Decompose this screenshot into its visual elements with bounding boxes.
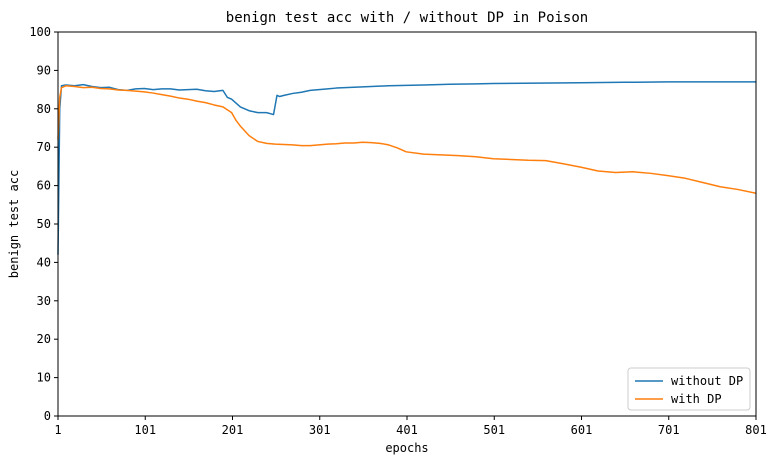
y-tick-label: 60 bbox=[37, 179, 51, 193]
y-tick-label: 40 bbox=[37, 255, 51, 269]
x-tick-label: 1 bbox=[54, 423, 61, 437]
y-tick-label: 90 bbox=[37, 63, 51, 77]
x-tick-label: 801 bbox=[745, 423, 767, 437]
y-tick-label: 10 bbox=[37, 371, 51, 385]
y-tick-label: 80 bbox=[37, 102, 51, 116]
y-tick-label: 100 bbox=[29, 25, 51, 39]
x-tick-label: 301 bbox=[309, 423, 331, 437]
legend-label-1: with DP bbox=[671, 392, 722, 406]
x-tick-label: 101 bbox=[134, 423, 156, 437]
x-tick-label: 601 bbox=[571, 423, 593, 437]
y-axis-label: benign test acc bbox=[7, 170, 21, 278]
series-line-0 bbox=[57, 81, 756, 255]
y-axis: 0 10 20 30 40 50 60 70 80 90 100 bbox=[29, 25, 58, 423]
legend-label-0: without DP bbox=[671, 374, 743, 388]
x-axis: 1 101 201 301 401 501 601 701 801 bbox=[54, 416, 767, 437]
x-tick-label: 401 bbox=[396, 423, 418, 437]
y-tick-label: 20 bbox=[37, 332, 51, 346]
y-tick-label: 0 bbox=[44, 409, 51, 423]
series-line-1 bbox=[57, 85, 757, 195]
plot-frame bbox=[57, 31, 757, 417]
legend: without DP with DP bbox=[627, 367, 751, 411]
x-tick-label: 501 bbox=[483, 423, 505, 437]
chart-title: benign test acc with / without DP in Poi… bbox=[226, 10, 588, 26]
y-tick-label: 50 bbox=[37, 217, 51, 231]
y-tick-label: 30 bbox=[37, 294, 51, 308]
x-tick-label: 201 bbox=[222, 423, 244, 437]
plot-area bbox=[57, 81, 757, 255]
y-tick-label: 70 bbox=[37, 140, 51, 154]
x-tick-label: 701 bbox=[658, 423, 680, 437]
x-axis-label: epochs bbox=[385, 441, 428, 455]
